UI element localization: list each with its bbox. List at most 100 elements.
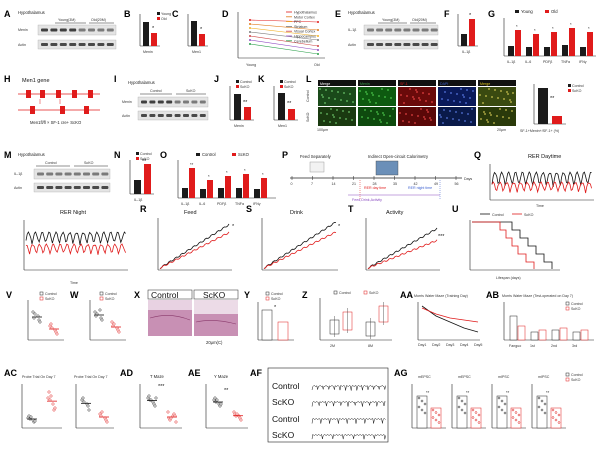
d-legend-label: Motor Cortex — [294, 15, 315, 19]
l-head: Merge — [320, 82, 330, 86]
scatter-point — [98, 308, 102, 312]
l-cell — [329, 121, 331, 123]
bar-sig: * — [534, 28, 536, 33]
l-cell — [351, 119, 353, 121]
ag-point — [474, 418, 478, 422]
scatter-point — [110, 320, 114, 324]
blot-a-title: Hypothalamus — [18, 10, 45, 15]
panel-e-blot: Hypothalamus Young(3M) Old(20M) IL-1β Ac… — [348, 10, 439, 50]
d-point — [249, 31, 251, 33]
y-legend-ko: ScKO — [271, 297, 281, 301]
l-cell — [348, 111, 350, 113]
bar-b-young — [143, 22, 149, 46]
panel-w-chart: Control ScKO — [89, 291, 126, 341]
l-row: ScKO — [306, 112, 310, 122]
l-cell — [365, 91, 367, 93]
b-sig: * — [152, 26, 155, 32]
l-cell — [370, 110, 372, 112]
l-cell — [375, 102, 377, 104]
d-point — [317, 53, 319, 55]
l-cell — [493, 122, 495, 124]
t-title: Activity — [386, 210, 404, 216]
panel-x-images: Control ScKO 20μm(C) — [147, 289, 239, 345]
bar-ko — [533, 34, 539, 56]
panel-m-blot: Hypothalamus Control ScKO IL-1β Actin — [14, 152, 111, 193]
l-cell — [430, 119, 432, 121]
scatter-point — [49, 394, 53, 398]
blot-e-row1: IL-1β — [348, 28, 356, 32]
l-cell — [367, 117, 369, 119]
band — [174, 100, 181, 104]
l-cell — [480, 118, 482, 120]
ag-point — [420, 399, 424, 403]
l-cell — [441, 98, 443, 100]
l-cell — [337, 91, 339, 93]
d-point — [249, 39, 251, 41]
x-ctrl: Control — [151, 290, 179, 300]
scatter-point — [38, 320, 42, 324]
l-cell — [330, 108, 332, 110]
z-x2: 8M — [368, 344, 373, 348]
blot-m-title: Hypothalamus — [18, 152, 45, 157]
panel-label-e: E — [335, 9, 341, 19]
panel-label-z: Z — [302, 290, 308, 300]
bar-b-old — [151, 33, 157, 46]
ab-bar-ctrl — [572, 331, 581, 341]
aa-xlabel: Day5 — [474, 343, 482, 347]
band — [50, 43, 58, 46]
d-series-line — [249, 35, 319, 47]
l-cell — [339, 117, 341, 119]
bar-xlabel: IL-1β — [507, 60, 515, 64]
panel-label-t: T — [348, 204, 354, 214]
l-head-bg — [358, 80, 396, 86]
blot-m-row1: IL-1β — [14, 172, 22, 176]
ag-point — [417, 396, 421, 400]
l-cell — [486, 119, 488, 121]
panel-a-blot: Hypothalamus Young(3M) Old(20M) Menin Ac… — [18, 10, 117, 50]
scatter-point — [31, 310, 35, 314]
d-legend-label: Hypothalamus — [294, 11, 317, 15]
ag-point — [517, 421, 521, 424]
ag-point — [500, 408, 504, 412]
af-trace — [311, 384, 386, 391]
p-ticklabel: 49 — [434, 182, 438, 186]
panel-label-u: U — [452, 204, 459, 214]
band — [376, 28, 384, 32]
l-cell — [505, 109, 507, 111]
k-sig: ** — [287, 101, 292, 107]
scatter-point — [47, 390, 51, 394]
ac2-title: Probe Trial On Day 7 — [74, 375, 108, 379]
ag-point — [497, 396, 501, 400]
d-series-line — [249, 39, 319, 51]
l-cell — [424, 118, 426, 120]
panel-label-i: I — [114, 74, 117, 84]
ag-point — [511, 416, 515, 419]
l-cell — [509, 99, 511, 101]
panel-i-blot: Hypothalamus Control ScKO Menin Actin — [122, 80, 209, 121]
scatter-point — [239, 418, 243, 422]
blot-m-ko: ScKO — [84, 161, 94, 165]
ag-point — [557, 413, 561, 417]
ab-bar-ctrl — [551, 329, 560, 341]
panel-label-k: K — [258, 74, 265, 84]
l-cell — [326, 113, 328, 115]
ag-bar-ctrl — [416, 395, 428, 429]
band — [92, 186, 100, 189]
ag-sig: ** — [546, 390, 550, 395]
l-cell — [333, 116, 335, 118]
c-xlabel: Men1 — [192, 50, 201, 54]
k-legend-ko: ScKO — [284, 85, 294, 89]
d-point — [249, 23, 251, 25]
ag-point — [460, 399, 464, 403]
l-cell — [420, 108, 422, 110]
ag-title: mEPSC — [458, 375, 471, 379]
l-cell — [427, 111, 429, 113]
band — [141, 100, 147, 104]
scatter-point — [33, 312, 37, 316]
panel-ae-chart: Y Maze ** — [205, 374, 248, 429]
v-legend-ctrl: Control — [45, 292, 57, 296]
band — [69, 43, 77, 46]
band — [199, 114, 206, 117]
band — [421, 28, 429, 32]
